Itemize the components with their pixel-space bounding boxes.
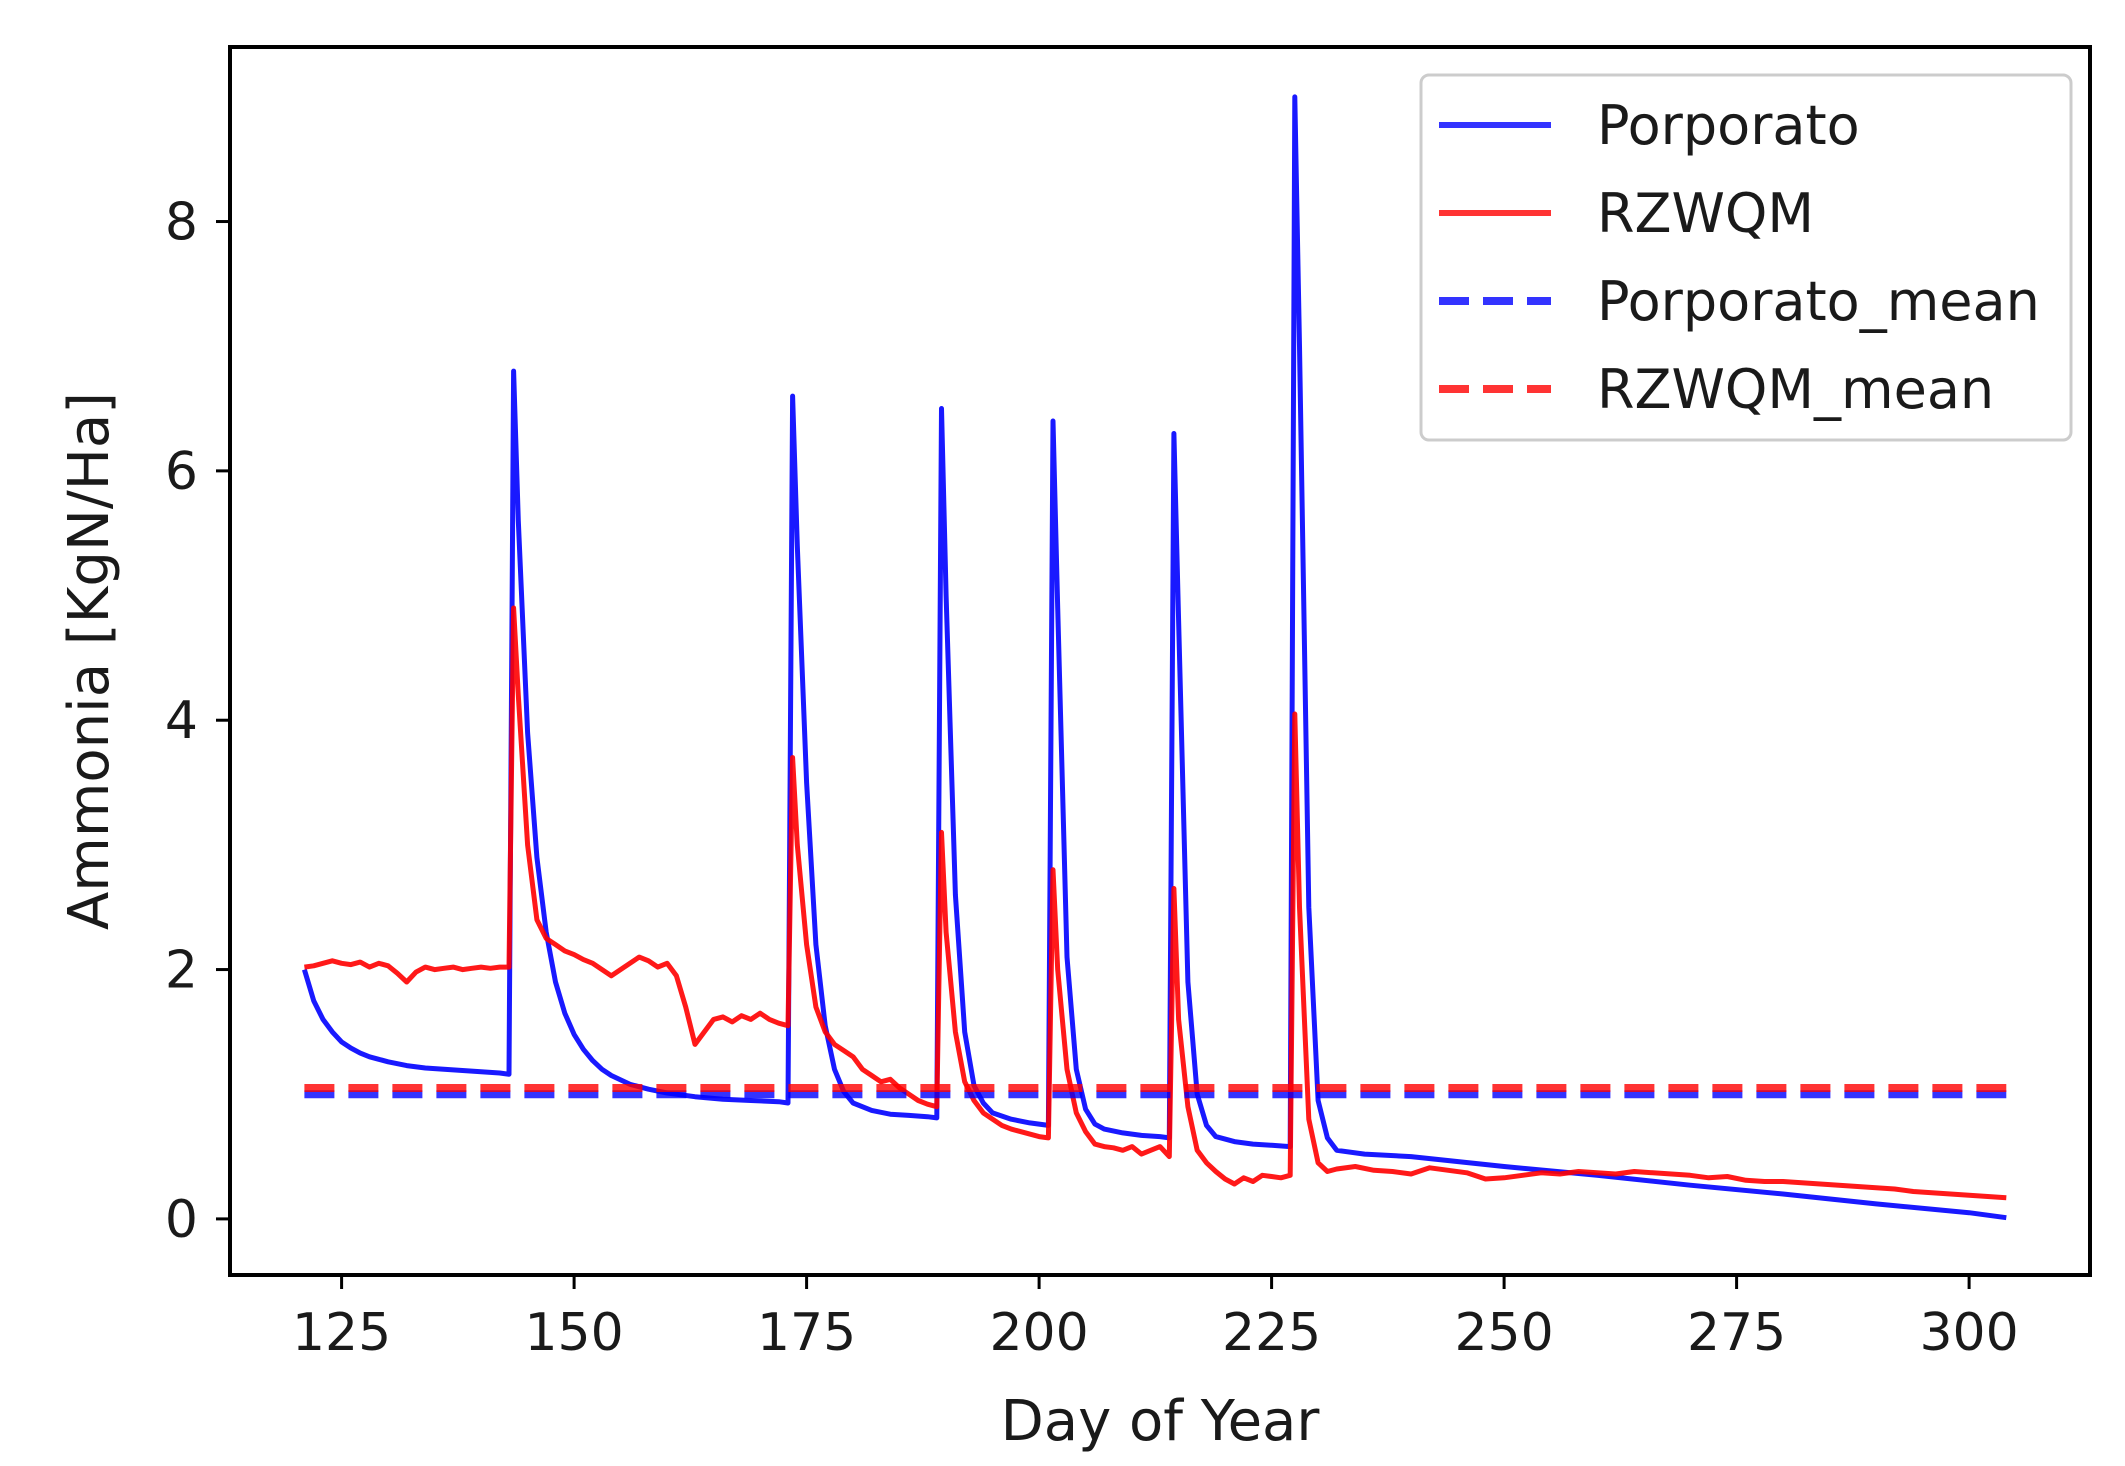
y-axis: 0 2 4 6 8 xyxy=(165,193,230,1250)
x-tick-label: 275 xyxy=(1687,1303,1786,1363)
x-tick-label: 225 xyxy=(1222,1303,1321,1363)
x-tick-label: 150 xyxy=(524,1303,623,1363)
x-axis: 125 150 175 200 225 250 275 300 xyxy=(292,1275,2019,1363)
y-tick-label: 4 xyxy=(165,691,198,751)
y-axis-label: Ammonia [KgN/Ha] xyxy=(57,392,122,930)
legend-box xyxy=(1419,73,2073,442)
x-tick-label: 200 xyxy=(989,1303,1088,1363)
y-tick-label: 2 xyxy=(165,941,198,1001)
x-tick-label: 125 xyxy=(292,1303,391,1363)
plot-area xyxy=(302,94,2007,1221)
legend: Porporato RZWQM Porporato_mean RZWQM_mean xyxy=(1419,73,2073,442)
legend-label: RZWQM_mean xyxy=(1597,358,1994,421)
y-tick-label: 0 xyxy=(165,1190,198,1250)
legend-label: Porporato xyxy=(1597,94,1860,157)
y-tick-label: 8 xyxy=(165,193,198,253)
axes-frame xyxy=(228,45,2092,1277)
x-axis-label: Day of Year xyxy=(1001,1389,1321,1454)
legend-label: RZWQM xyxy=(1597,182,1814,245)
x-tick-label: 250 xyxy=(1454,1303,1553,1363)
legend-label: Porporato_mean xyxy=(1597,270,2040,333)
y-tick-label: 6 xyxy=(165,442,198,502)
series-line-rzwqm xyxy=(304,605,2007,1201)
x-tick-label: 175 xyxy=(757,1303,856,1363)
series-line-porporato xyxy=(302,94,2007,1221)
x-tick-label: 300 xyxy=(1919,1303,2018,1363)
